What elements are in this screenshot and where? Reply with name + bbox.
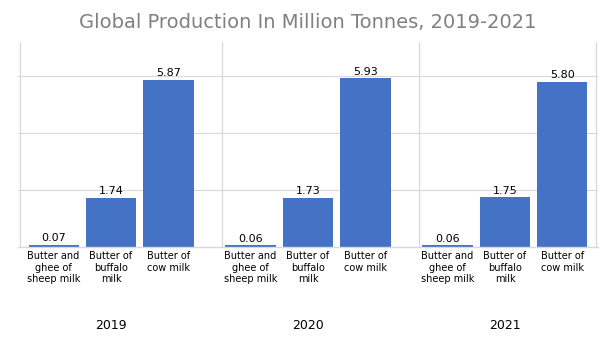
Bar <box>423 245 472 247</box>
Title: Global Production In Million Tonnes, 2019-2021: Global Production In Million Tonnes, 201… <box>79 13 537 32</box>
Text: 5.87: 5.87 <box>156 68 181 78</box>
Text: 2019: 2019 <box>95 319 127 332</box>
Bar <box>537 82 588 247</box>
Text: 2020: 2020 <box>292 319 324 332</box>
Bar <box>144 80 193 247</box>
Bar <box>86 198 136 247</box>
Text: 0.06: 0.06 <box>238 234 263 244</box>
Text: 0.06: 0.06 <box>436 234 460 244</box>
Text: 1.73: 1.73 <box>296 186 320 196</box>
Bar <box>341 78 391 247</box>
Text: 1.74: 1.74 <box>99 186 123 196</box>
Text: 5.80: 5.80 <box>550 71 575 80</box>
Bar <box>283 198 333 247</box>
Bar <box>28 245 79 247</box>
Text: 0.07: 0.07 <box>41 233 66 244</box>
Bar <box>225 245 275 247</box>
Text: 2021: 2021 <box>489 319 521 332</box>
Text: 1.75: 1.75 <box>493 186 517 196</box>
Text: 5.93: 5.93 <box>353 67 378 77</box>
Bar <box>480 197 530 247</box>
